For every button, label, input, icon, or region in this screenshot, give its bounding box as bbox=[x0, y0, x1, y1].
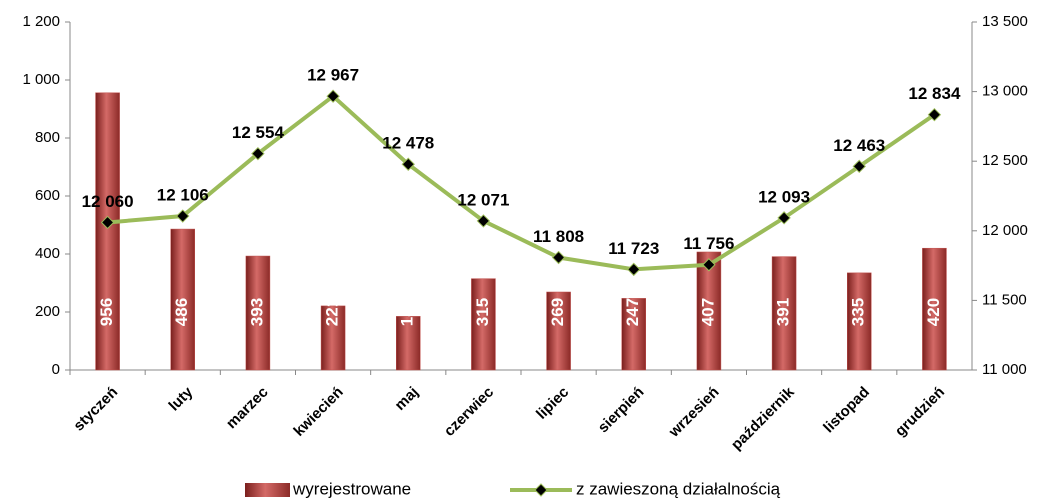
bar-value-label: 407 bbox=[698, 298, 717, 326]
line-value-label: 12 093 bbox=[758, 187, 810, 206]
y2-tick-label: 13 000 bbox=[982, 83, 1028, 100]
marker bbox=[927, 107, 942, 122]
x-tick-label: wrzesień bbox=[665, 384, 723, 442]
line-value-label: 12 478 bbox=[382, 134, 434, 153]
line-value-label: 12 071 bbox=[457, 190, 509, 209]
y-tick-label: 200 bbox=[35, 303, 60, 320]
x-tick-label: sierpień bbox=[595, 384, 648, 437]
y2-tick-label: 12 500 bbox=[982, 152, 1028, 169]
y-tick-label: 0 bbox=[52, 361, 60, 378]
line-value-label: 12 060 bbox=[82, 192, 134, 211]
marker bbox=[852, 159, 866, 174]
marker bbox=[176, 209, 190, 223]
bar-value-label: 185 bbox=[398, 298, 417, 326]
bar bbox=[471, 278, 496, 371]
bar-value-label: 335 bbox=[849, 298, 868, 326]
line-value-label: 11 756 bbox=[683, 234, 734, 253]
y-tick-label: 600 bbox=[35, 187, 60, 204]
x-tick-label: maj bbox=[392, 384, 422, 414]
bar-value-label: 420 bbox=[924, 298, 943, 326]
bar bbox=[396, 316, 421, 371]
x-tick-label: grudzień bbox=[892, 384, 948, 440]
line-value-label: 12 834 bbox=[908, 84, 961, 103]
bar bbox=[95, 92, 120, 371]
bar bbox=[320, 305, 346, 371]
line-value-label: 12 967 bbox=[307, 66, 359, 85]
legend-marker bbox=[534, 483, 548, 497]
line-value-label: 12 463 bbox=[833, 136, 885, 155]
marker bbox=[627, 262, 641, 277]
line-value-label: 12 106 bbox=[157, 186, 209, 205]
legend-label: z zawieszoną działalnością bbox=[576, 479, 781, 498]
y-tick-label: 800 bbox=[35, 129, 60, 146]
line-value-label: 11 808 bbox=[533, 227, 584, 246]
marker bbox=[476, 214, 491, 228]
line bbox=[107, 93, 936, 272]
x-tick-label: kwiecień bbox=[290, 384, 346, 440]
bar bbox=[621, 298, 646, 371]
bar bbox=[245, 255, 271, 371]
bar-value-label: 247 bbox=[623, 298, 642, 326]
x-tick-label: luty bbox=[166, 383, 197, 414]
bar bbox=[847, 272, 872, 371]
bar bbox=[771, 256, 797, 371]
x-tick-label: listopad bbox=[820, 384, 873, 437]
y-tick-label: 1 000 bbox=[22, 71, 60, 88]
y2-tick-label: 13 500 bbox=[982, 13, 1028, 30]
y2-tick-label: 11 000 bbox=[982, 361, 1027, 378]
x-tick-label: marzec bbox=[223, 384, 272, 433]
marker bbox=[401, 157, 415, 171]
bar bbox=[922, 247, 947, 371]
marker bbox=[326, 89, 340, 103]
line-value-label: 12 554 bbox=[232, 123, 285, 142]
bar bbox=[170, 228, 195, 371]
marker bbox=[100, 215, 115, 230]
marker bbox=[251, 146, 265, 161]
marker bbox=[702, 258, 716, 272]
marker bbox=[777, 211, 791, 225]
y2-tick-label: 12 000 bbox=[982, 222, 1028, 239]
bar-value-label: 391 bbox=[774, 298, 793, 326]
bar-value-label: 486 bbox=[172, 298, 191, 326]
y2-tick-label: 11 500 bbox=[982, 291, 1027, 308]
legend-label: wyrejestrowane bbox=[292, 479, 411, 498]
y-tick-label: 400 bbox=[35, 245, 60, 262]
x-tick-label: październik bbox=[728, 383, 798, 453]
legend-swatch bbox=[245, 483, 290, 497]
bar-value-label: 221 bbox=[323, 298, 342, 326]
bar-value-label: 393 bbox=[247, 298, 266, 326]
x-tick-label: czerwiec bbox=[441, 384, 497, 440]
x-tick-label: styczeń bbox=[70, 384, 121, 435]
line-value-label: 11 723 bbox=[608, 239, 659, 258]
bar-value-label: 315 bbox=[473, 298, 492, 326]
bar bbox=[696, 251, 722, 371]
bar bbox=[546, 291, 571, 371]
bar-value-label: 269 bbox=[548, 298, 567, 326]
x-tick-label: lipiec bbox=[533, 384, 572, 423]
marker bbox=[551, 250, 566, 265]
bar-value-label: 956 bbox=[97, 298, 116, 326]
y-tick-label: 1 200 bbox=[22, 13, 60, 30]
